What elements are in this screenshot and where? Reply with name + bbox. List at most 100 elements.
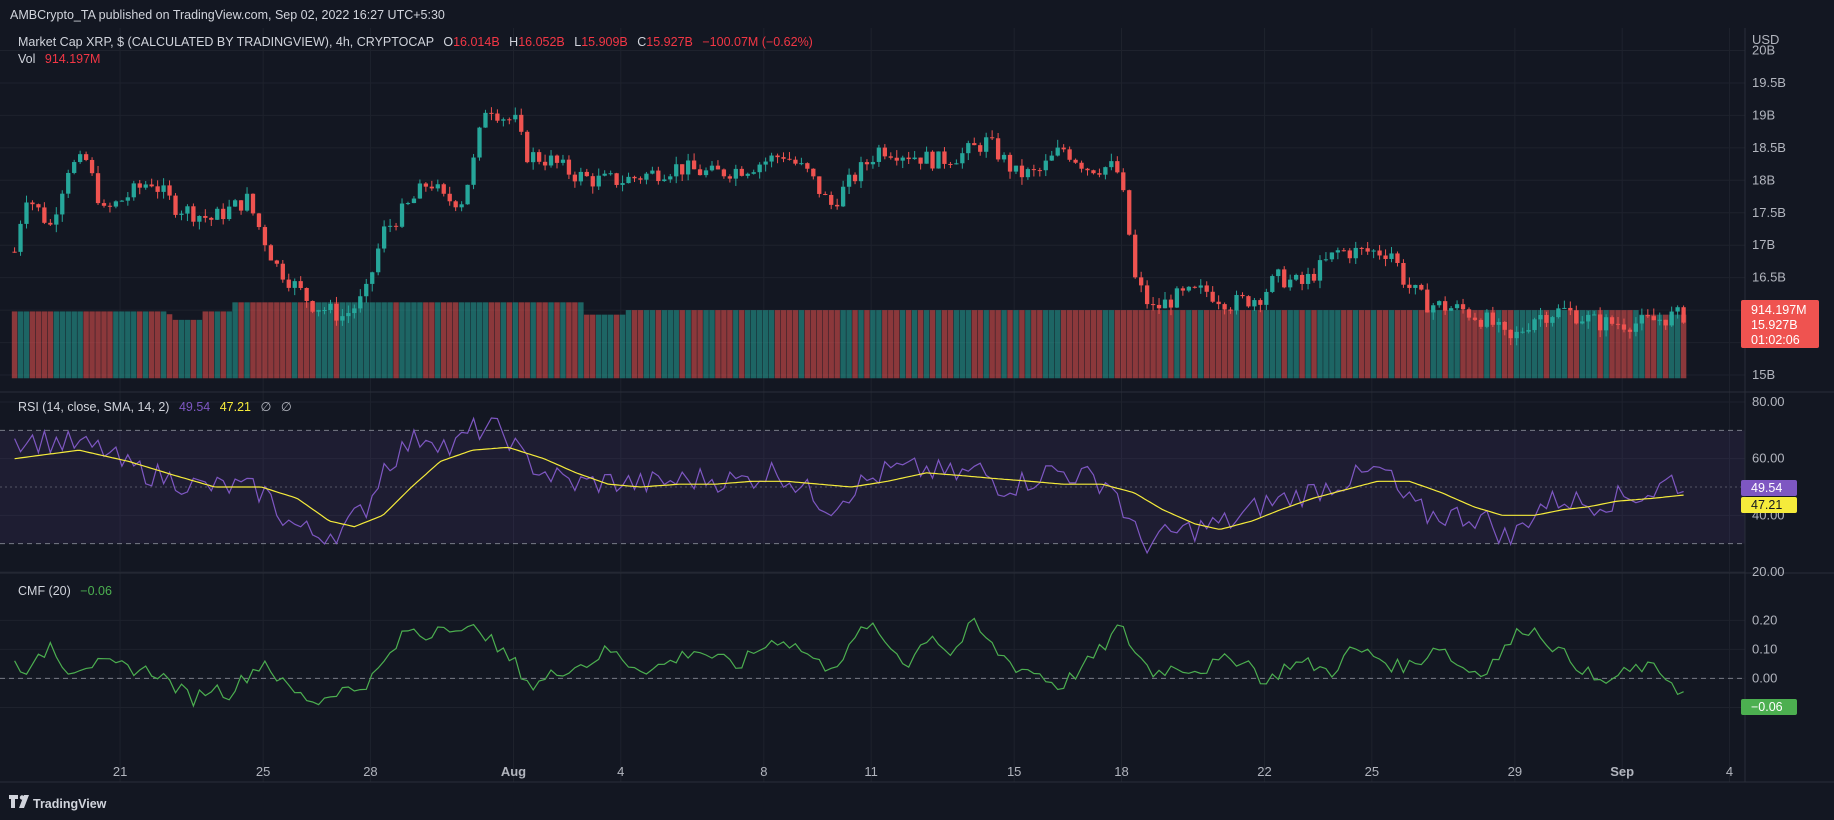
volume-bar [679,310,685,379]
candle-body [703,170,709,176]
rsi-legend-value: 49.54 [179,400,210,414]
volume-bar [190,319,197,379]
candle-body [1144,285,1150,305]
candle-body [1073,159,1078,163]
volume-bar [578,302,584,379]
candle-body [1633,323,1639,332]
candle-body [1115,161,1120,173]
candle-body [757,164,762,173]
volume-bar [1144,310,1150,379]
volume-bar [262,302,268,379]
candle-body [244,193,250,211]
candle-body [429,186,434,189]
candle-body [650,170,655,174]
volume-bar [101,311,107,379]
volume-bar [1072,310,1079,379]
candle-body [292,281,297,288]
candle-body [334,303,339,321]
candle-body [882,147,887,157]
candle-body [1538,315,1543,320]
volume-bar [256,302,262,379]
candle-body [42,207,47,223]
time-tick-label: 18 [1114,764,1128,779]
volume-bar [822,310,828,379]
candle-body [1466,309,1472,318]
candle-body [1496,322,1501,325]
candle-body [1133,234,1138,278]
price-tick-label: 20B [1752,42,1775,57]
volume-bar [1615,310,1621,379]
open-value: 16.014B [453,35,500,49]
time-axis[interactable]: 21 25 28 Aug 4 8 11 15 18 22 25 29 Sep 4 [113,764,1733,779]
volume-bar [131,311,137,379]
volume-bar [572,302,578,379]
volume-bar [291,302,298,379]
tradingview-logo[interactable]: TradingView [9,795,107,811]
volume-bar [989,310,995,379]
volume-bar [1132,310,1138,379]
volume-bar [584,314,590,379]
volume-bar [1257,310,1264,379]
candle-body [1639,315,1645,324]
volume-bar [1418,310,1425,379]
volume-bar [1364,310,1371,379]
candle-body [1592,314,1597,316]
volume-bar [429,302,435,379]
candle-body [1580,321,1585,324]
volume-bar [1609,310,1615,379]
price-legend: Market Cap XRP, $ (CALCULATED BY TRADING… [18,35,813,49]
cmf-value-tag-bg [1741,699,1797,715]
volume-bar [232,302,238,379]
time-tick-label: Sep [1610,764,1634,779]
candle-body [995,138,1001,160]
volume-bar [733,310,739,379]
volume-bar [750,310,757,379]
volume-bar [1108,310,1115,379]
volume-bar [1579,310,1585,379]
volume-bar [35,311,42,379]
time-tick-label: 25 [1365,764,1379,779]
volume-bar [1555,310,1562,379]
volume-bar [1293,310,1299,379]
volume-bar [1466,310,1472,379]
volume-bar [411,302,417,379]
high-value: 16.052B [518,35,565,49]
volume-bar [1269,310,1276,379]
bar-countdown-tag: 01:02:06 [1751,333,1800,347]
volume-bar [870,310,876,379]
volume-bar [83,311,89,379]
candle-body [387,225,393,227]
volume-bar [971,310,978,379]
volume-legend: Vol 914.197M [18,52,100,66]
candle-body [77,154,83,163]
candle-body [1013,165,1019,172]
candle-body [1019,165,1025,178]
volume-bar [536,302,542,379]
candle-body [1586,314,1591,322]
volume-bar [1305,310,1311,379]
volume-bar [804,310,811,379]
volume-bar [327,302,334,379]
candle-body [870,161,876,165]
candle-body [894,157,899,161]
volume-bar [1424,310,1431,379]
volume-bar [470,302,477,379]
candle-body [89,159,95,174]
candle-body [1448,308,1454,311]
volume-bar [1525,310,1532,379]
volume-bar [1186,310,1192,379]
volume-bar [309,302,316,379]
time-tick-label: 8 [760,764,767,779]
candle-body [876,147,882,162]
volume-bar [1227,310,1234,379]
volume-bar [1138,310,1144,379]
volume-bar [1382,310,1389,379]
volume-bar [357,302,364,379]
candle-body [381,226,387,249]
time-tick-label: 21 [113,764,127,779]
candle-body [1389,253,1394,259]
volume-bar [798,310,805,379]
candle-body [691,160,697,170]
